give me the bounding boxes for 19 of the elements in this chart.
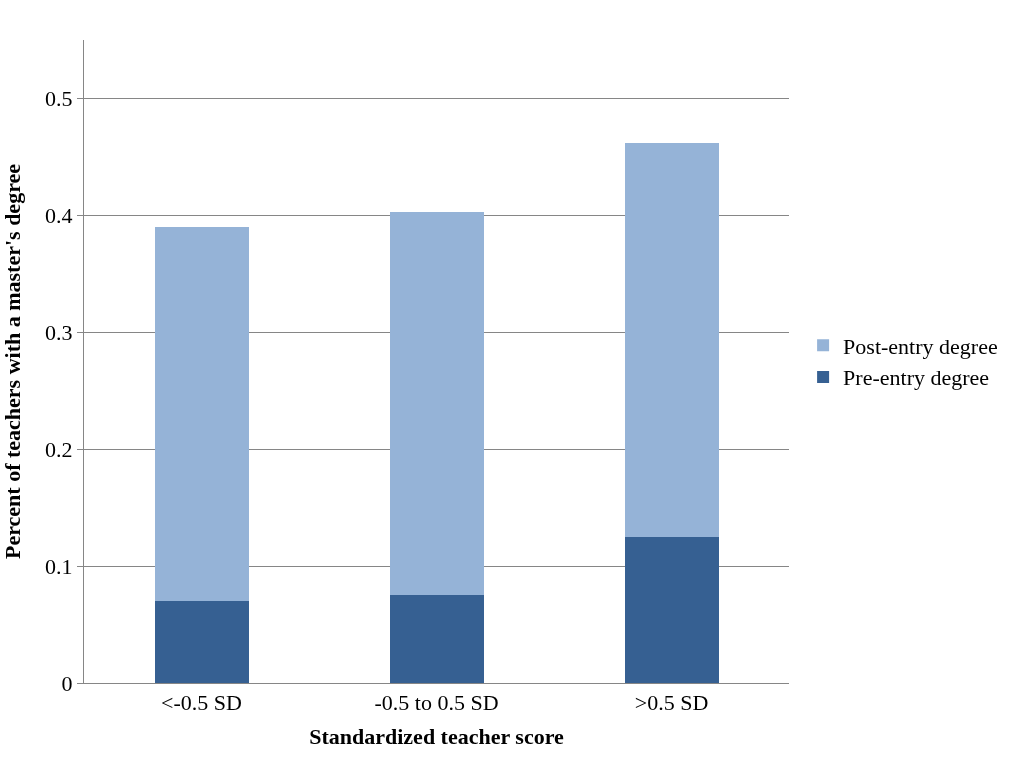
bar [154,227,249,602]
bar [389,595,484,683]
bar [389,211,484,596]
y-tick-label: 0.2 [45,436,73,462]
y-tick-label: 0.1 [45,553,73,579]
y-tick-label: 0.5 [45,86,73,112]
x-tick-label: <-0.5 SD [161,690,242,716]
bar [624,536,719,683]
y-axis-title: Percent of teachers with a master's degree [0,163,25,560]
x-tick-label: -0.5 to 0.5 SD [374,690,499,716]
legend-label: Pre-entry degree [843,365,990,391]
y-tick-label: 0.4 [45,203,73,229]
legend-label: Post-entry degree [843,333,998,359]
y-tick-label: 0.3 [45,319,73,345]
x-axis-title: Standardized teacher score [309,724,565,750]
y-tick-label: 0 [61,670,73,696]
x-tick-label: >0.5 SD [634,690,709,716]
bar [624,142,719,537]
bar [154,601,249,683]
